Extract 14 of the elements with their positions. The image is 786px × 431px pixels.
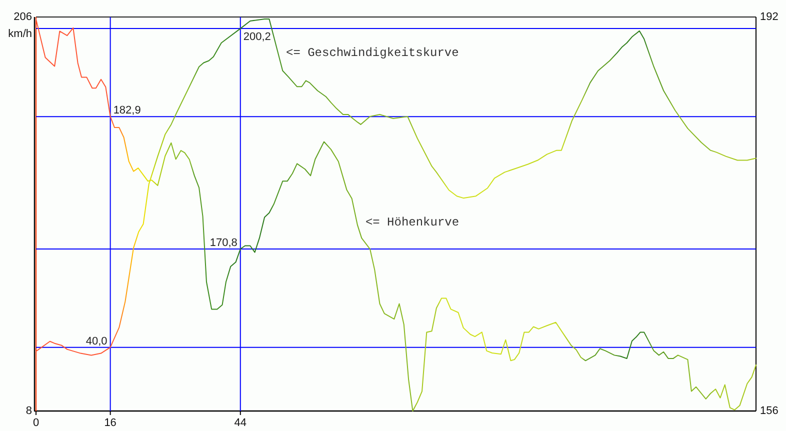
y-tick-label: 8 <box>26 405 32 417</box>
x-tick-label: 16 <box>104 417 116 429</box>
x-tick-label: 44 <box>234 417 247 429</box>
ref-line-label: 170,8 <box>210 237 238 250</box>
x-tick-label: 0 <box>32 417 40 429</box>
ref-line-label: 200,2 <box>243 30 271 43</box>
y-axis-title: km/h <box>8 28 32 40</box>
ref-line-label: 40,0 <box>86 335 108 348</box>
y2-tick-label: 192 <box>760 11 778 23</box>
annotation: <= Geschwindigkeitskurve <box>286 46 459 60</box>
ref-line-label: 182,9 <box>113 104 141 117</box>
y2-tick-label: 156 <box>760 405 778 417</box>
y-tick-label: 206 <box>14 11 32 23</box>
annotation: <= Höhenkurve <box>365 216 460 230</box>
